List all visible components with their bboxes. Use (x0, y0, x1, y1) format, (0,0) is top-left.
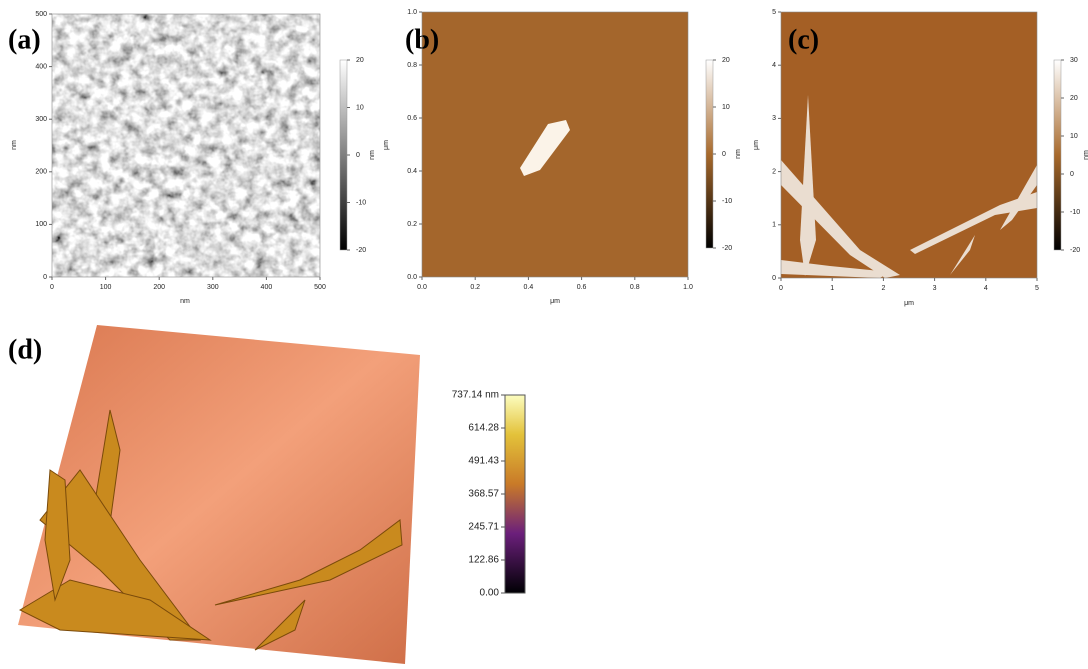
colorbar-tick-label: 20 (356, 57, 364, 64)
colorbar-tick-label: 0 (1070, 171, 1074, 178)
colorbar-tick-label: -10 (722, 198, 732, 205)
y-axis-label: μm (753, 140, 760, 150)
x-tick-label: 500 (314, 284, 326, 291)
x-tick-label: 0.4 (524, 284, 534, 291)
x-tick-label: 0 (50, 284, 54, 291)
plot-frame (421, 11, 689, 278)
x-axis-label: μm (904, 300, 914, 307)
colorbar-tick-label: 30 (1070, 57, 1078, 64)
x-tick-label: 2 (881, 285, 885, 292)
x-tick-label: 0.0 (417, 284, 427, 291)
y-tick-label: 500 (35, 11, 47, 18)
x-tick-label: 3 (933, 285, 937, 292)
x-tick-label: 1.0 (683, 284, 693, 291)
y-tick-label: 0.0 (407, 274, 417, 281)
x-tick-label: 5 (1035, 285, 1039, 292)
colorbar-tick-label: 10 (1070, 133, 1078, 140)
colorbar (1053, 59, 1062, 251)
colorbar-tick-label: 10 (722, 104, 730, 111)
x-tick-label: 1 (830, 285, 834, 292)
colorbar-tick-label: 737.14 nm (452, 390, 499, 401)
colorbar-tick-label: -20 (356, 247, 366, 254)
colorbar-tick-label: 245.71 (468, 522, 499, 533)
x-tick-label: 200 (153, 284, 165, 291)
y-tick-label: 4 (772, 62, 776, 69)
fibers-3d (18, 409, 403, 651)
colorbar-tick-label: -20 (1070, 247, 1080, 254)
colorbar-tick-label: 368.57 (468, 489, 499, 500)
y-tick-label: 1.0 (407, 9, 417, 16)
y-tick-label: 300 (35, 116, 47, 123)
y-tick-label: 0.4 (407, 168, 417, 175)
plot-frame (51, 13, 321, 278)
panel-label: (a) (8, 24, 41, 55)
x-tick-label: 300 (207, 284, 219, 291)
x-tick-label: 0.2 (470, 284, 480, 291)
x-tick-label: 0.6 (577, 284, 587, 291)
colorbar-tick-label: 0.00 (480, 588, 500, 599)
x-tick-label: 0 (779, 285, 783, 292)
panel-label: (d) (8, 334, 42, 365)
y-tick-label: 0 (43, 274, 47, 281)
afm-image (52, 14, 320, 277)
y-axis-label: μm (383, 140, 390, 150)
colorbar-label: nm (1083, 150, 1088, 160)
y-tick-label: 200 (35, 169, 47, 176)
colorbar-label: nm (369, 150, 376, 160)
colorbar (504, 394, 526, 594)
y-tick-label: 0 (772, 275, 776, 282)
fibers (781, 95, 1037, 278)
colorbar-tick-label: -20 (722, 245, 732, 252)
colorbar-tick-label: 20 (722, 57, 730, 64)
y-axis-label: nm (11, 140, 18, 150)
colorbar-tick-label: 491.43 (468, 456, 499, 467)
panel-label: (c) (788, 24, 819, 55)
y-tick-label: 100 (35, 221, 47, 228)
y-tick-label: 400 (35, 63, 47, 70)
colorbar (705, 59, 714, 249)
x-tick-label: 0.8 (630, 284, 640, 291)
x-tick-label: 4 (984, 285, 988, 292)
colorbar-tick-label: 122.86 (468, 555, 499, 566)
colorbar-label: nm (735, 149, 742, 159)
plot-frame (780, 11, 1038, 279)
y-tick-label: 0.2 (407, 221, 417, 228)
colorbar-tick-label: 614.28 (468, 423, 499, 434)
colorbar-tick-label: -10 (1070, 209, 1080, 216)
particle (520, 120, 570, 176)
y-tick-label: 2 (772, 168, 776, 175)
y-tick-label: 0.6 (407, 115, 417, 122)
colorbar-tick-label: 0 (722, 151, 726, 158)
colorbar-tick-label: 0 (356, 152, 360, 159)
y-tick-label: 5 (772, 9, 776, 16)
x-tick-label: 100 (100, 284, 112, 291)
y-tick-label: 1 (772, 222, 776, 229)
x-tick-label: 400 (261, 284, 273, 291)
colorbar-tick-label: 20 (1070, 95, 1078, 102)
colorbar-tick-label: 10 (356, 104, 364, 111)
colorbar-tick-label: -10 (356, 199, 366, 206)
y-tick-label: 0.8 (407, 62, 417, 69)
x-axis-label: μm (550, 298, 560, 305)
y-tick-label: 3 (772, 115, 776, 122)
colorbar (339, 59, 348, 251)
x-axis-label: nm (180, 298, 190, 305)
afm-image (781, 12, 1037, 278)
